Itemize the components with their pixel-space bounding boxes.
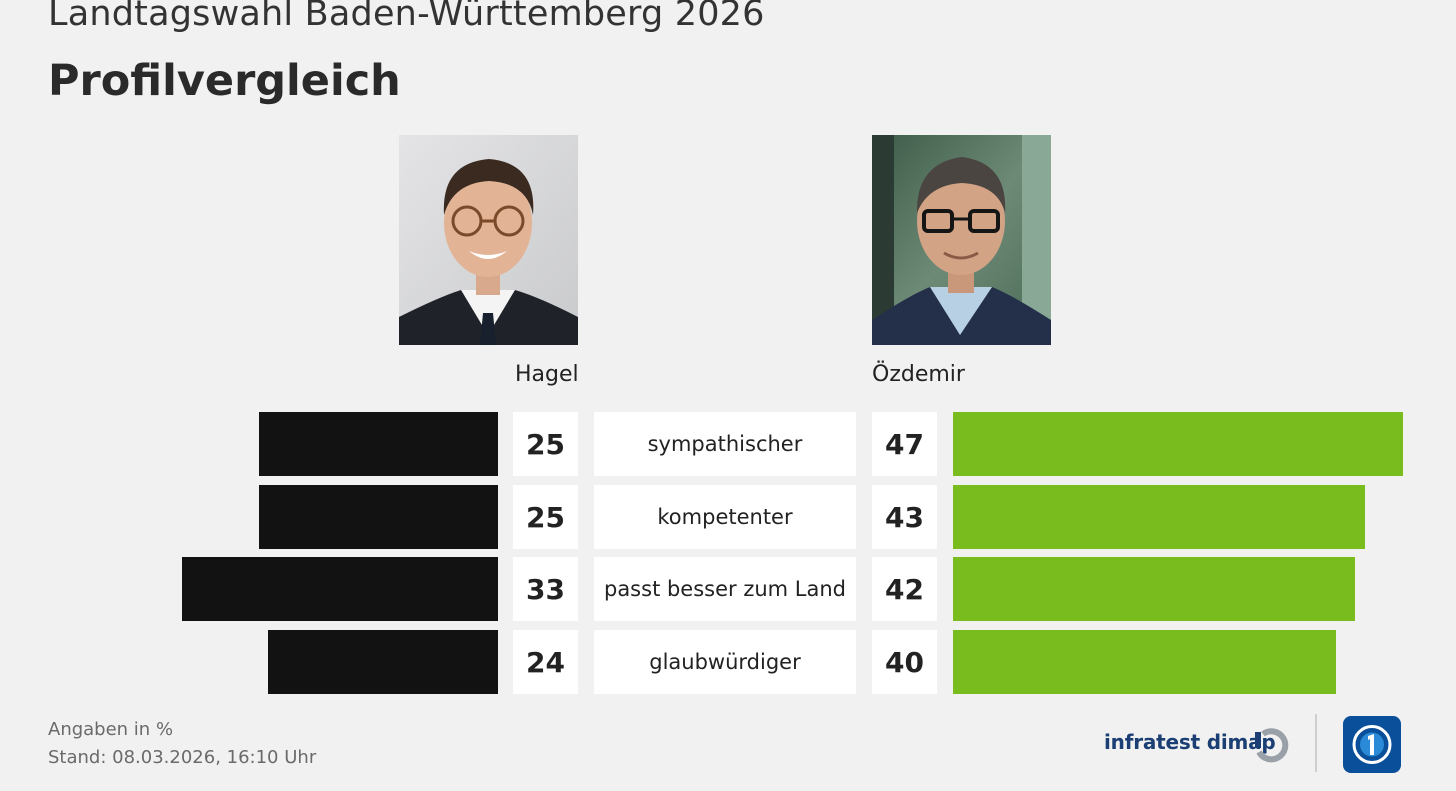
bar-hagel-passt-besser-zum-land bbox=[182, 557, 498, 621]
category-label-glaubw-rdiger: glaubwürdiger bbox=[594, 630, 856, 694]
bar-oezdemir-kompetenter bbox=[953, 485, 1365, 549]
value-oezdemir-passt-besser-zum-land: 42 bbox=[872, 557, 937, 621]
candidate-photo-oezdemir bbox=[872, 135, 1051, 345]
candidate-photo-hagel bbox=[399, 135, 578, 345]
value-hagel-sympathischer: 25 bbox=[513, 412, 578, 476]
value-hagel-passt-besser-zum-land: 33 bbox=[513, 557, 578, 621]
category-label-passt-besser-zum-land: passt besser zum Land bbox=[594, 557, 856, 621]
chart-title: Profilvergleich bbox=[48, 56, 401, 106]
bar-hagel-glaubw-rdiger bbox=[268, 630, 498, 694]
bar-oezdemir-glaubw-rdiger bbox=[953, 630, 1336, 694]
value-oezdemir-glaubw-rdiger: 40 bbox=[872, 630, 937, 694]
value-oezdemir-sympathischer: 47 bbox=[872, 412, 937, 476]
candidate-name-hagel: Hagel bbox=[515, 362, 579, 387]
category-label-sympathischer: sympathischer bbox=[594, 412, 856, 476]
date-note: Stand: 08.03.2026, 16:10 Uhr bbox=[48, 747, 317, 768]
infratest-dimap-logo-text: infratest dimap bbox=[1104, 730, 1276, 754]
value-hagel-glaubw-rdiger: 24 bbox=[513, 630, 578, 694]
candidate-name-oezdemir: Özdemir bbox=[872, 362, 965, 387]
category-label-kompetenter: kompetenter bbox=[594, 485, 856, 549]
bar-oezdemir-sympathischer bbox=[953, 412, 1403, 476]
value-hagel-kompetenter: 25 bbox=[513, 485, 578, 549]
ard-logo-icon bbox=[1343, 716, 1401, 777]
units-note: Angaben in % bbox=[48, 719, 174, 740]
infratest-dimap-logo-icon bbox=[1253, 728, 1291, 770]
bar-oezdemir-passt-besser-zum-land bbox=[953, 557, 1355, 621]
bar-hagel-kompetenter bbox=[258, 485, 498, 549]
value-oezdemir-kompetenter: 43 bbox=[872, 485, 937, 549]
super-title: Landtagswahl Baden-Württemberg 2026 bbox=[48, 0, 765, 34]
bar-hagel-sympathischer bbox=[258, 412, 498, 476]
logo-divider bbox=[1315, 714, 1317, 772]
